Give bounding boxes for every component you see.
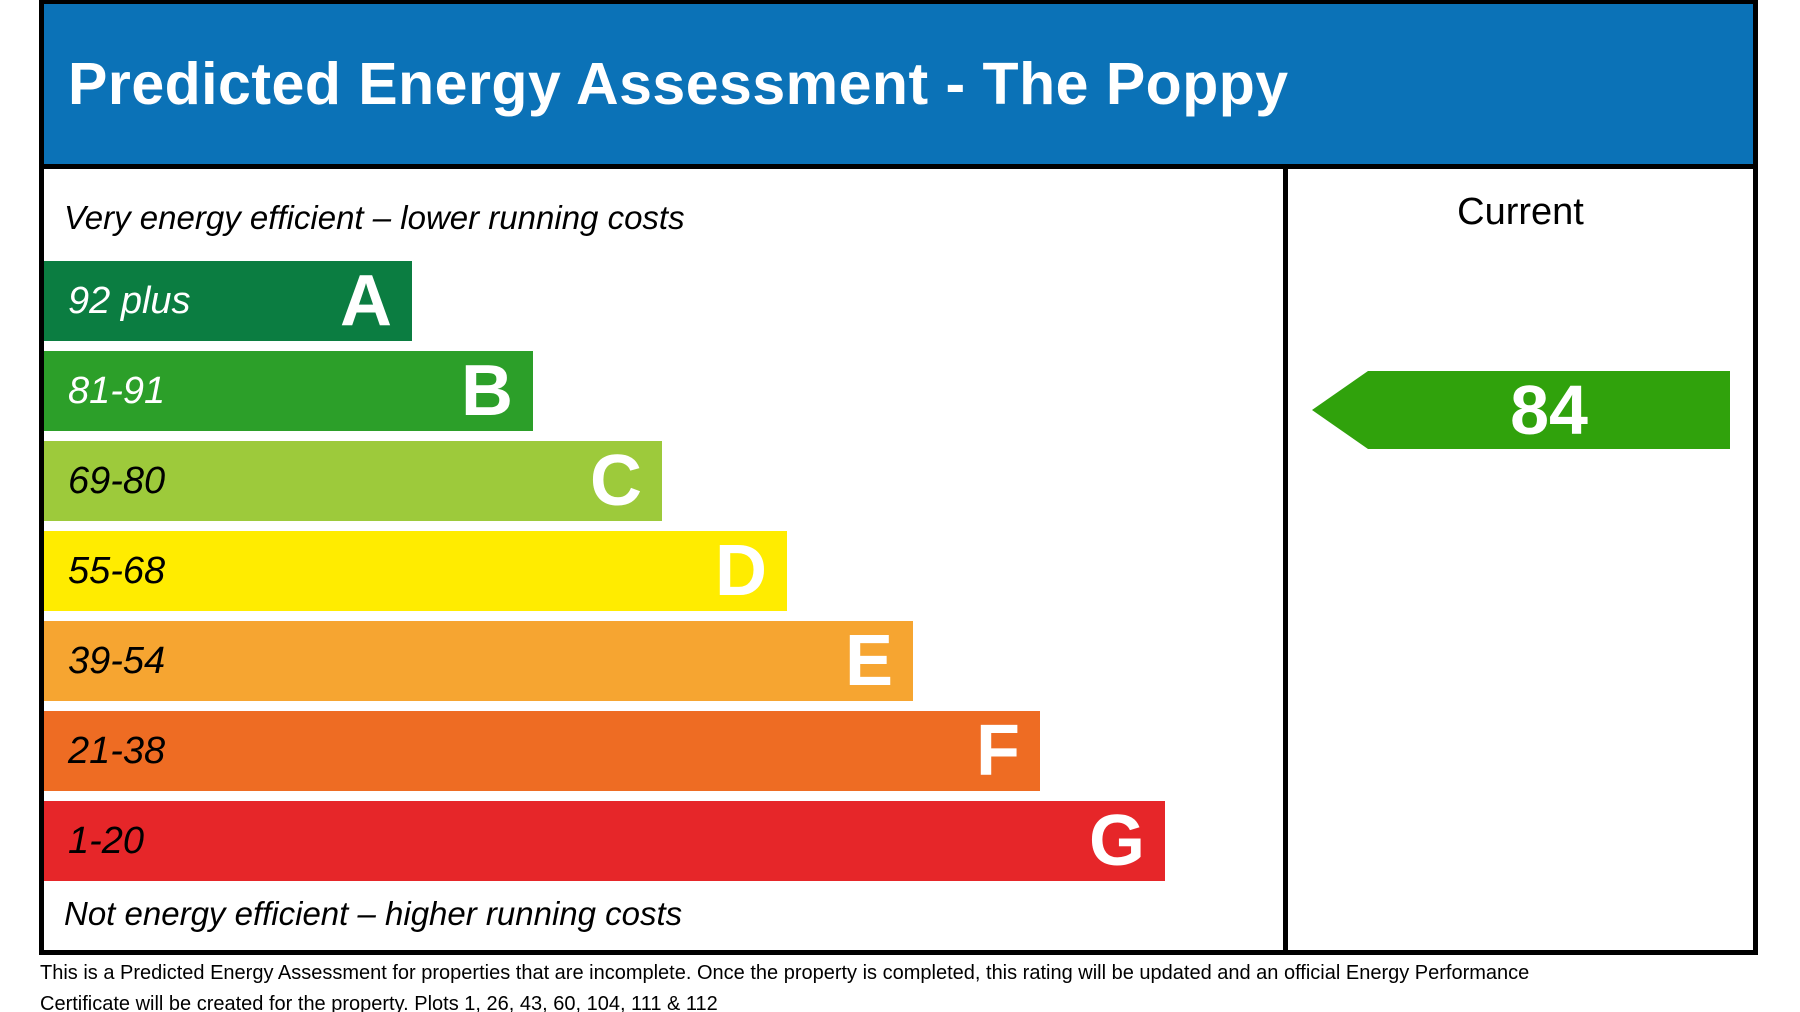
- footer-line-2: Certificate will be created for the prop…: [40, 993, 718, 1012]
- column-divider: [1283, 169, 1288, 950]
- top-note: Very energy efficient – lower running co…: [64, 199, 685, 236]
- band-range-label: 21-38: [68, 729, 166, 772]
- current-arrow-shape: [1312, 371, 1730, 449]
- band-row-b: 81-91 B: [44, 351, 533, 431]
- band-range-label: 92 plus: [68, 279, 191, 322]
- band-letter: D: [715, 531, 767, 611]
- band-row-c: 69-80 C: [44, 441, 662, 521]
- band-letter: F: [976, 711, 1020, 791]
- band-letter: G: [1088, 801, 1145, 881]
- band-row-g: 1-20 G: [44, 801, 1165, 881]
- current-column: Current 84: [1288, 169, 1753, 950]
- band-range-label: 81-91: [68, 369, 166, 412]
- band-range-label: 69-80: [68, 459, 166, 502]
- footer-note: This is a Predicted Energy Assessment fo…: [40, 958, 1764, 1012]
- band-row-e: 39-54 E: [44, 621, 913, 701]
- band-row-d: 55-68 D: [44, 531, 787, 611]
- bottom-note: Not energy efficient – higher running co…: [64, 895, 683, 932]
- left-arrow-icon: [1312, 371, 1730, 449]
- band-letter: C: [590, 441, 642, 521]
- band-row-a: 92 plus A: [44, 261, 412, 341]
- band-letter: B: [461, 351, 513, 431]
- band-letter: A: [340, 261, 392, 341]
- current-rating-value: 84: [1510, 371, 1588, 449]
- band-range-label: 39-54: [68, 639, 166, 682]
- current-rating-arrow: 84: [1312, 371, 1730, 449]
- band-letter: E: [844, 621, 893, 701]
- band-range-label: 1-20: [68, 819, 145, 862]
- rating-scale-section: Very energy efficient – lower running co…: [44, 169, 1283, 950]
- assessment-body: Very energy efficient – lower running co…: [44, 169, 1753, 950]
- header-bar: Predicted Energy Assessment - The Poppy: [44, 4, 1753, 169]
- page-title: Predicted Energy Assessment - The Poppy: [68, 51, 1289, 117]
- current-column-header: Current: [1457, 191, 1584, 233]
- band-row-f: 21-38 F: [44, 711, 1040, 791]
- band-range-label: 55-68: [68, 549, 166, 592]
- bands-container: 92 plus A 81-91 B 69-80 C 55-68 D: [44, 261, 1165, 891]
- footer-line-1: This is a Predicted Energy Assessment fo…: [40, 962, 1530, 984]
- assessment-panel: Predicted Energy Assessment - The Poppy …: [39, 0, 1758, 955]
